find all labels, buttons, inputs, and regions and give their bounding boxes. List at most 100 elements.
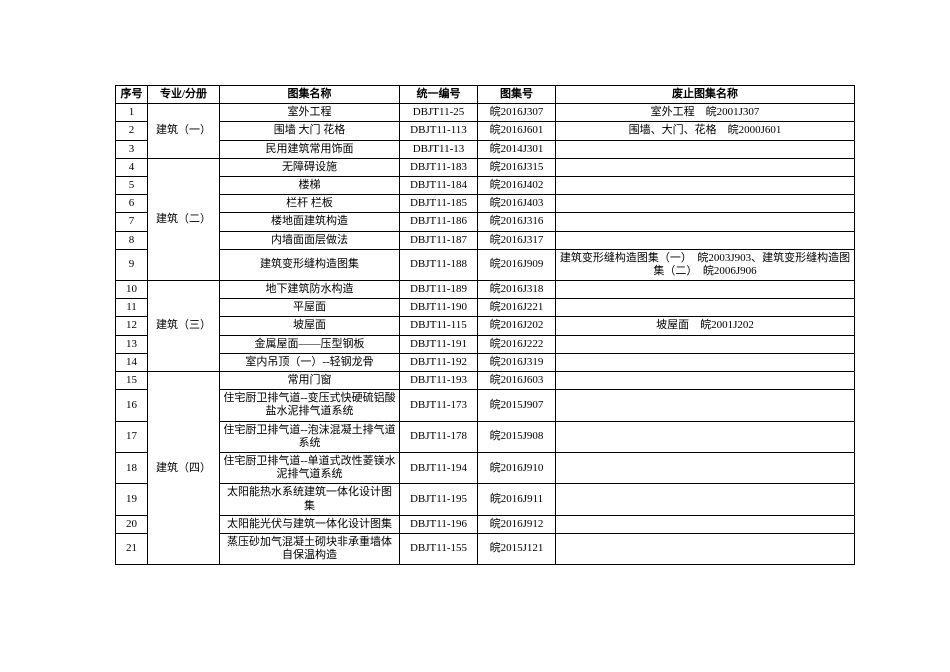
cell-abolished (556, 195, 855, 213)
cell-name: 常用门窗 (220, 372, 400, 390)
cell-code1: DBJT11-113 (400, 122, 478, 140)
table-row: 7 楼地面建筑构造 DBJT11-186 皖2016J316 (116, 213, 855, 231)
table-row: 16 住宅厨卫排气道--变压式快硬硫铝酸盐水泥排气道系统 DBJT11-173 … (116, 390, 855, 421)
cell-code2: 皖2016J318 (478, 281, 556, 299)
table-header-row: 序号 专业/分册 图集名称 统一编号 图集号 废止图集名称 (116, 86, 855, 104)
header-code1: 统一编号 (400, 86, 478, 104)
atlas-table: 序号 专业/分册 图集名称 统一编号 图集号 废止图集名称 1 建筑（一） 室外… (115, 85, 855, 565)
table-row: 6 栏杆 栏板 DBJT11-185 皖2016J403 (116, 195, 855, 213)
cell-name: 太阳能光伏与建筑一体化设计图集 (220, 515, 400, 533)
cell-name: 住宅厨卫排气道--单道式改性菱镁水泥排气道系统 (220, 452, 400, 483)
cell-code2: 皖2016J911 (478, 484, 556, 515)
cell-abolished (556, 299, 855, 317)
cell-code1: DBJT11-195 (400, 484, 478, 515)
cell-code2: 皖2016J403 (478, 195, 556, 213)
cell-code1: DBJT11-178 (400, 421, 478, 452)
table-row: 3 民用建筑常用饰面 DBJT11-13 皖2014J301 (116, 140, 855, 158)
cell-abolished (556, 158, 855, 176)
cell-code2: 皖2016J317 (478, 231, 556, 249)
cell-code2: 皖2016J307 (478, 104, 556, 122)
table-row: 14 室内吊顶（一）--轻钢龙骨 DBJT11-192 皖2016J319 (116, 353, 855, 371)
cell-seq: 15 (116, 372, 148, 390)
cell-abolished (556, 231, 855, 249)
cell-seq: 10 (116, 281, 148, 299)
cell-code2: 皖2016J402 (478, 176, 556, 194)
cell-code2: 皖2016J909 (478, 249, 556, 280)
cell-code1: DBJT11-185 (400, 195, 478, 213)
cell-code1: DBJT11-13 (400, 140, 478, 158)
table-row: 13 金属屋面——压型钢板 DBJT11-191 皖2016J222 (116, 335, 855, 353)
cell-abolished (556, 335, 855, 353)
cell-code2: 皖2016J603 (478, 372, 556, 390)
cell-abolished (556, 390, 855, 421)
cell-name: 室内吊顶（一）--轻钢龙骨 (220, 353, 400, 371)
cell-seq: 6 (116, 195, 148, 213)
cell-name: 室外工程 (220, 104, 400, 122)
cell-code2: 皖2015J908 (478, 421, 556, 452)
table-row: 12 坡屋面 DBJT11-115 皖2016J202 坡屋面 皖2001J20… (116, 317, 855, 335)
cell-code1: DBJT11-186 (400, 213, 478, 231)
cell-name: 坡屋面 (220, 317, 400, 335)
cell-category: 建筑（一） (148, 104, 220, 159)
cell-code2: 皖2016J319 (478, 353, 556, 371)
cell-seq: 18 (116, 452, 148, 483)
cell-seq: 12 (116, 317, 148, 335)
cell-seq: 13 (116, 335, 148, 353)
cell-abolished (556, 281, 855, 299)
cell-category: 建筑（三） (148, 281, 220, 372)
table-row: 20 太阳能光伏与建筑一体化设计图集 DBJT11-196 皖2016J912 (116, 515, 855, 533)
cell-name: 内墙面面层做法 (220, 231, 400, 249)
cell-seq: 4 (116, 158, 148, 176)
table-row: 10 建筑（三） 地下建筑防水构造 DBJT11-189 皖2016J318 (116, 281, 855, 299)
cell-code1: DBJT11-191 (400, 335, 478, 353)
cell-name: 地下建筑防水构造 (220, 281, 400, 299)
cell-abolished (556, 484, 855, 515)
cell-code2: 皖2016J202 (478, 317, 556, 335)
cell-code1: DBJT11-193 (400, 372, 478, 390)
cell-code1: DBJT11-196 (400, 515, 478, 533)
header-category: 专业/分册 (148, 86, 220, 104)
cell-seq: 19 (116, 484, 148, 515)
cell-code1: DBJT11-155 (400, 533, 478, 564)
cell-code1: DBJT11-184 (400, 176, 478, 194)
cell-code1: DBJT11-173 (400, 390, 478, 421)
cell-name: 楼梯 (220, 176, 400, 194)
header-code2: 图集号 (478, 86, 556, 104)
cell-seq: 5 (116, 176, 148, 194)
cell-abolished (556, 372, 855, 390)
cell-seq: 3 (116, 140, 148, 158)
cell-seq: 7 (116, 213, 148, 231)
cell-seq: 9 (116, 249, 148, 280)
cell-name: 住宅厨卫排气道--变压式快硬硫铝酸盐水泥排气道系统 (220, 390, 400, 421)
cell-seq: 16 (116, 390, 148, 421)
cell-category: 建筑（四） (148, 372, 220, 565)
cell-name: 栏杆 栏板 (220, 195, 400, 213)
cell-code2: 皖2016J912 (478, 515, 556, 533)
table-row: 2 围墙 大门 花格 DBJT11-113 皖2016J601 围墙、大门、花格… (116, 122, 855, 140)
cell-code1: DBJT11-190 (400, 299, 478, 317)
table-row: 17 住宅厨卫排气道--泡沫混凝土排气道系统 DBJT11-178 皖2015J… (116, 421, 855, 452)
cell-code2: 皖2015J907 (478, 390, 556, 421)
cell-seq: 1 (116, 104, 148, 122)
cell-seq: 14 (116, 353, 148, 371)
cell-name: 太阳能热水系统建筑一体化设计图集 (220, 484, 400, 515)
cell-name: 围墙 大门 花格 (220, 122, 400, 140)
cell-code1: DBJT11-188 (400, 249, 478, 280)
cell-seq: 17 (116, 421, 148, 452)
header-abolished: 废止图集名称 (556, 86, 855, 104)
cell-code2: 皖2014J301 (478, 140, 556, 158)
table-row: 15 建筑（四） 常用门窗 DBJT11-193 皖2016J603 (116, 372, 855, 390)
cell-name: 无障碍设施 (220, 158, 400, 176)
cell-seq: 2 (116, 122, 148, 140)
table-row: 11 平屋面 DBJT11-190 皖2016J221 (116, 299, 855, 317)
table-row: 19 太阳能热水系统建筑一体化设计图集 DBJT11-195 皖2016J911 (116, 484, 855, 515)
cell-seq: 8 (116, 231, 148, 249)
cell-abolished (556, 213, 855, 231)
cell-abolished (556, 353, 855, 371)
cell-seq: 20 (116, 515, 148, 533)
cell-abolished (556, 176, 855, 194)
cell-abolished: 坡屋面 皖2001J202 (556, 317, 855, 335)
cell-name: 民用建筑常用饰面 (220, 140, 400, 158)
cell-abolished (556, 515, 855, 533)
cell-name: 住宅厨卫排气道--泡沫混凝土排气道系统 (220, 421, 400, 452)
